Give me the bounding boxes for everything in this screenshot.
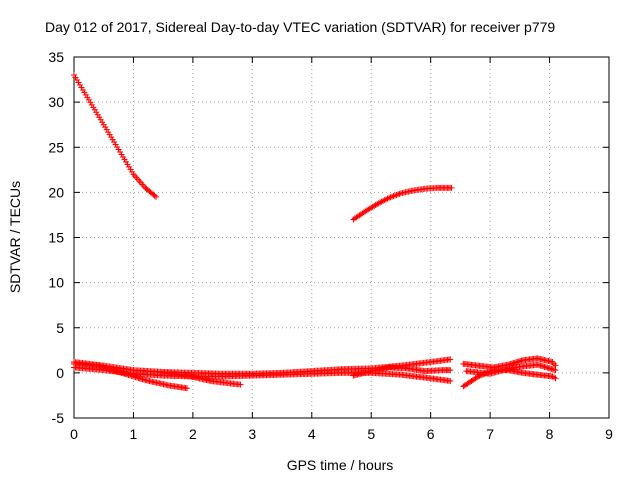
x-tick-label: 6 bbox=[427, 426, 435, 442]
data-point bbox=[552, 367, 559, 374]
x-tick-label: 9 bbox=[605, 426, 613, 442]
y-tick-label: 5 bbox=[56, 320, 64, 336]
data-point bbox=[392, 192, 398, 199]
x-tick-label: 5 bbox=[367, 426, 375, 442]
data-point bbox=[448, 184, 455, 191]
data-point bbox=[447, 377, 454, 384]
data-point bbox=[475, 373, 482, 380]
series-6 bbox=[160, 369, 244, 388]
data-point bbox=[153, 193, 160, 200]
y-tick-label: 10 bbox=[48, 275, 64, 291]
data-point bbox=[473, 374, 480, 381]
y-tick-label: -5 bbox=[52, 410, 65, 426]
y-tick-label: 15 bbox=[48, 230, 64, 246]
x-tick-label: 1 bbox=[130, 426, 138, 442]
series-8 bbox=[460, 355, 559, 371]
chart-title: Day 012 of 2017, Sidereal Day-to-day VTE… bbox=[45, 19, 555, 35]
x-tick-label: 7 bbox=[486, 426, 494, 442]
series-10 bbox=[463, 361, 559, 377]
series-5 bbox=[71, 360, 190, 392]
axis-ticks: 0 1 2 3 4 5 6 7 8 9 -5 0 5 10 15 20 25 30 35 bbox=[48, 49, 613, 442]
x-tick-label: 8 bbox=[546, 426, 554, 442]
y-tick-label: 30 bbox=[48, 94, 64, 110]
data-point bbox=[384, 195, 391, 202]
data-point bbox=[447, 356, 454, 363]
data-point bbox=[552, 375, 559, 382]
x-tick-label: 2 bbox=[189, 426, 197, 442]
data-series bbox=[71, 72, 559, 392]
data-point bbox=[183, 385, 190, 392]
y-tick-label: 25 bbox=[48, 139, 64, 155]
data-point bbox=[396, 190, 403, 197]
data-point bbox=[551, 374, 558, 381]
y-tick-label: 35 bbox=[48, 49, 64, 65]
y-axis-label: SDTVAR / TECUs bbox=[7, 181, 23, 293]
data-point bbox=[237, 381, 244, 388]
data-point bbox=[389, 193, 396, 200]
data-point bbox=[447, 367, 454, 374]
series-2 bbox=[350, 184, 455, 223]
x-tick-label: 3 bbox=[248, 426, 256, 442]
data-point bbox=[394, 191, 401, 198]
data-point bbox=[390, 193, 397, 200]
data-point bbox=[386, 194, 393, 201]
grid bbox=[74, 57, 609, 418]
data-point bbox=[151, 192, 158, 199]
data-point bbox=[393, 191, 400, 198]
series-7 bbox=[350, 364, 454, 379]
x-tick-label: 4 bbox=[308, 426, 316, 442]
data-point bbox=[387, 194, 394, 201]
y-tick-label: 20 bbox=[48, 184, 64, 200]
series-1 bbox=[71, 72, 160, 200]
y-tick-label: 0 bbox=[56, 365, 64, 381]
x-axis-label: GPS time / hours bbox=[287, 457, 394, 473]
x-tick-label: 0 bbox=[70, 426, 78, 442]
data-point bbox=[476, 372, 483, 379]
